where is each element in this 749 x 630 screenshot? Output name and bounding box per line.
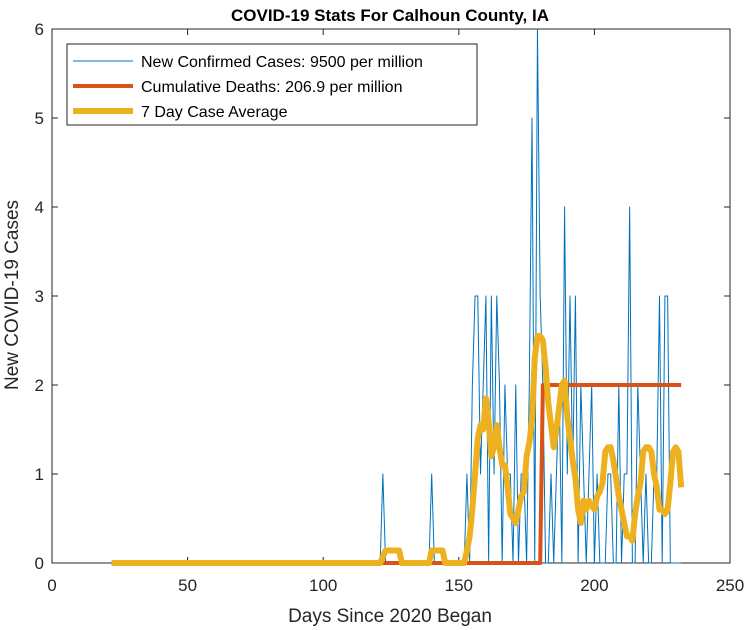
y-tick-label: 5 xyxy=(35,109,44,128)
y-tick-label: 6 xyxy=(35,20,44,39)
x-tick-label: 250 xyxy=(716,576,744,595)
series-seven-day-average-line xyxy=(111,333,685,566)
x-tick-label: 100 xyxy=(309,576,337,595)
y-tick-label: 0 xyxy=(35,554,44,573)
legend-label-new-cases: New Confirmed Cases: 9500 per million xyxy=(141,54,423,71)
legend-label-average: 7 Day Case Average xyxy=(141,104,288,121)
legend: New Confirmed Cases: 9500 per million Cu… xyxy=(66,43,478,126)
legend-box xyxy=(66,43,478,126)
x-tick-label: 50 xyxy=(178,576,197,595)
y-tick-label: 1 xyxy=(35,465,44,484)
x-tick-label: 0 xyxy=(47,576,56,595)
chart-title: COVID-19 Stats For Calhoun County, IA xyxy=(231,6,549,25)
y-axis-label: New COVID-19 Cases xyxy=(2,200,23,390)
x-tick-label: 200 xyxy=(580,576,608,595)
y-tick-label: 3 xyxy=(35,287,44,306)
y-tick-label: 4 xyxy=(35,198,44,217)
x-axis-label: Days Since 2020 Began xyxy=(288,606,492,627)
y-tick-label: 2 xyxy=(35,376,44,395)
legend-label-deaths: Cumulative Deaths: 206.9 per million xyxy=(141,79,402,96)
x-tick-label: 150 xyxy=(445,576,473,595)
series-layer xyxy=(111,28,685,566)
axis-ticks: 0 50 100 150 200 250 0 1 2 3 4 5 6 xyxy=(35,20,745,595)
